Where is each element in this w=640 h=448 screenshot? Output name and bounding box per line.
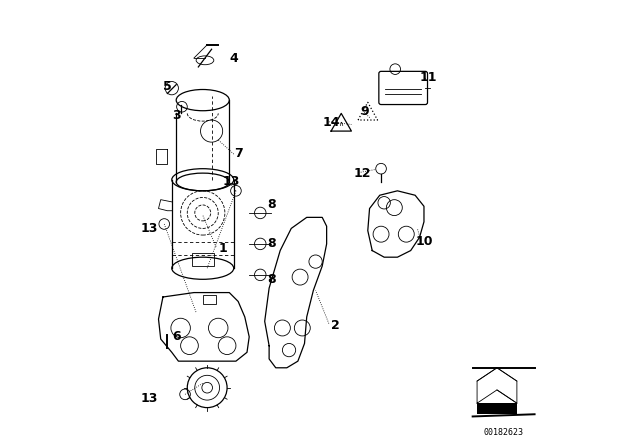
Text: 5: 5 — [163, 80, 172, 93]
Text: 9: 9 — [360, 105, 369, 118]
Text: 4: 4 — [229, 52, 238, 65]
Text: 7: 7 — [234, 146, 243, 159]
Text: 6: 6 — [172, 330, 180, 343]
Text: 8: 8 — [267, 237, 276, 250]
Text: 12: 12 — [353, 167, 371, 180]
Text: 11: 11 — [420, 72, 437, 85]
Text: $\wedge$: $\wedge$ — [338, 120, 344, 129]
Text: 3: 3 — [172, 109, 180, 122]
Text: 8: 8 — [267, 198, 276, 211]
Text: 2: 2 — [331, 319, 340, 332]
Text: 00182623: 00182623 — [484, 427, 524, 436]
Text: 14: 14 — [323, 116, 340, 129]
Polygon shape — [477, 403, 517, 414]
Text: 13: 13 — [141, 222, 158, 235]
Text: 13: 13 — [223, 176, 240, 189]
Text: 8: 8 — [267, 273, 276, 286]
Text: 10: 10 — [415, 235, 433, 248]
Text: 1: 1 — [218, 242, 227, 255]
Text: 13: 13 — [141, 392, 158, 405]
